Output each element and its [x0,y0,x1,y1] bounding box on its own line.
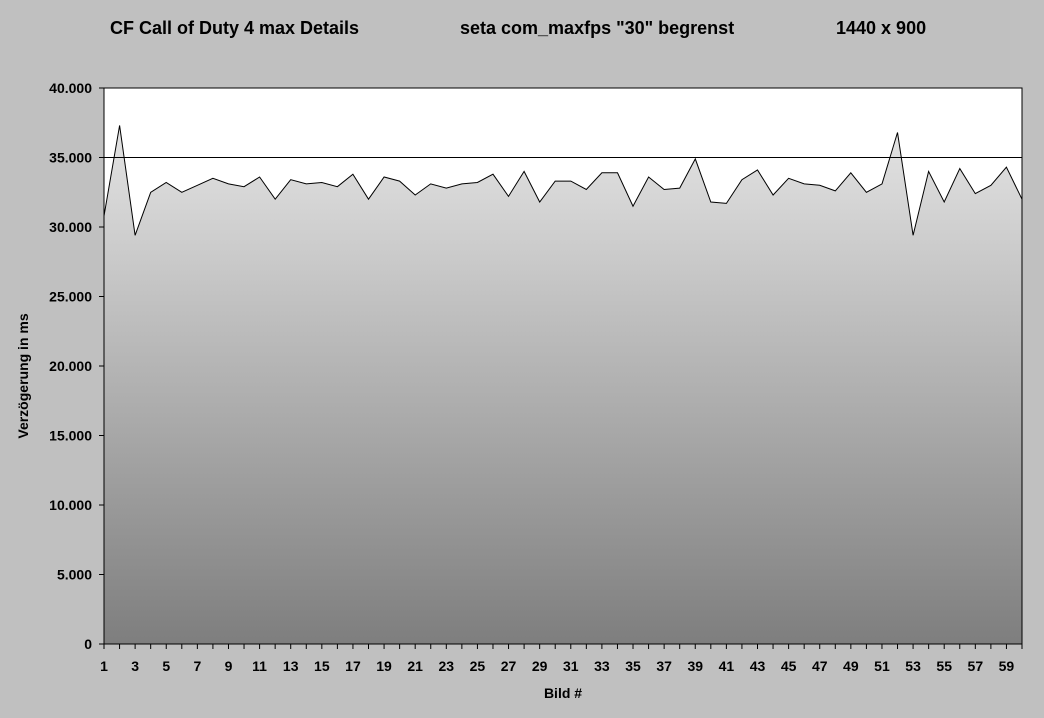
y-axis-title: Verzögerung in ms [15,313,31,438]
y-tick-label: 10.000 [49,497,92,513]
x-axis: 1 3 5 7 9 11 13 15 17 19 21 23 25 27 29 31 33 35 37 39 41 43 4… [100,644,1023,674]
x-tick-label: 27 [501,658,517,674]
y-axis: 0 5.000 10.000 15.000 20.000 25.000 30.000 35.0… [49,80,104,652]
x-tick-label: 7 [193,658,201,674]
chart-title-left: CF Call of Duty 4 max Details [110,18,360,38]
x-tick-label: 9 [225,658,233,674]
x-tick-label: 19 [376,658,392,674]
y-tick-label: 40.000 [49,80,92,96]
x-tick-label: 5 [162,658,170,674]
x-tick-label: 11 [252,658,267,674]
y-tick-label: 35.000 [49,150,92,166]
x-tick-label: 53 [905,658,921,674]
x-tick-label: 49 [843,658,859,674]
y-tick-label: 5.000 [57,567,92,583]
x-tick-label: 45 [781,658,797,674]
x-tick-label: 37 [656,658,672,674]
x-tick-label: 3 [131,658,139,674]
x-tick-label: 55 [936,658,952,674]
x-tick-label: 31 [563,658,579,674]
x-tick-label: 51 [874,658,890,674]
x-tick-label: 15 [314,658,330,674]
x-tick-label: 23 [439,658,455,674]
y-tick-label: 0 [84,636,92,652]
x-tick-label: 57 [968,658,984,674]
series-line [103,125,1023,236]
x-tick-label: 13 [283,658,299,674]
series-area-fill [104,125,1022,644]
x-tick-label: 25 [470,658,486,674]
y-tick-label: 15.000 [49,428,92,444]
y-tick-label: 20.000 [49,358,92,374]
x-tick-label: 29 [532,658,548,674]
x-tick-label: 47 [812,658,828,674]
chart-title-resolution: 1440 x 900 [836,18,927,38]
x-tick-label: 1 [100,658,108,674]
x-tick-label: 41 [719,658,735,674]
x-tick-label: 59 [999,658,1015,674]
x-tick-label: 39 [687,658,703,674]
x-tick-label: 35 [625,658,641,674]
y-tick-label: 30.000 [49,219,92,235]
x-tick-label: 33 [594,658,610,674]
chart-title-middle: seta com_maxfps "30" begrenst [460,18,735,38]
x-tick-label: 21 [407,658,423,674]
y-tick-label: 25.000 [49,289,92,305]
x-tick-label: 43 [750,658,766,674]
x-axis-title: Bild # [544,685,582,701]
x-tick-label: 17 [345,658,361,674]
